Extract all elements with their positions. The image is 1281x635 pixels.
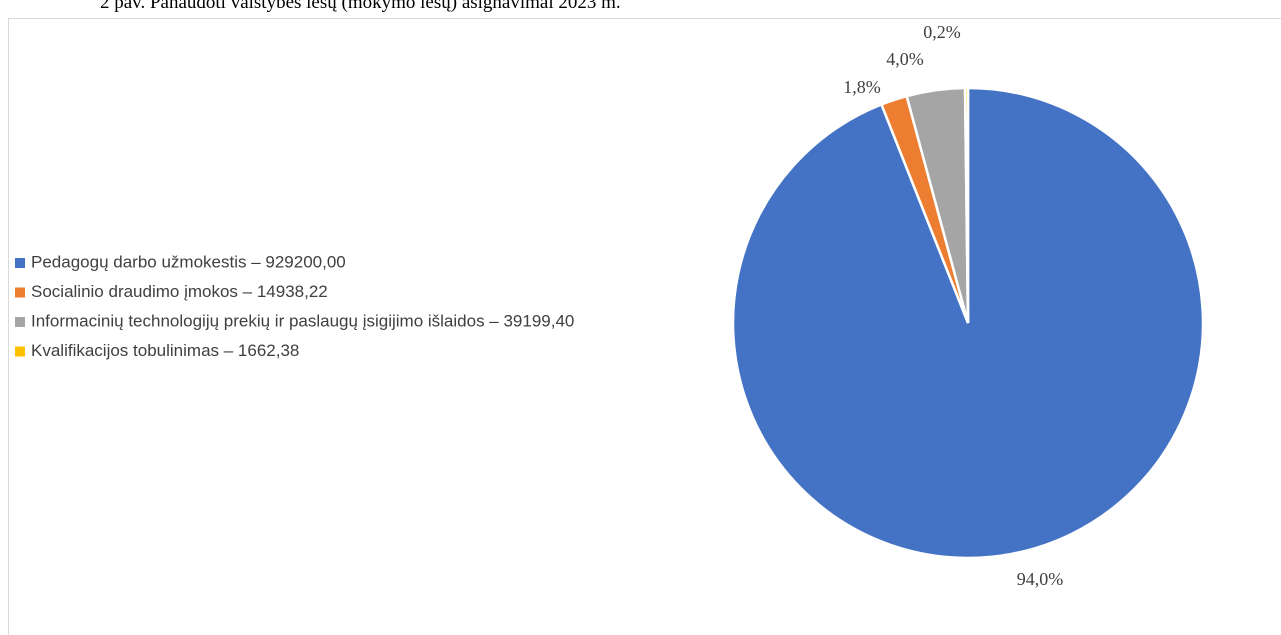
- legend-swatch: [15, 317, 25, 327]
- data-label: 0,2%: [923, 22, 961, 42]
- caption: 2 pav. Panaudoti valstybės lėšų (mokymo …: [100, 0, 621, 13]
- data-label: 4,0%: [886, 49, 924, 69]
- legend-swatch: [15, 346, 25, 357]
- pie-slice: [963, 86, 970, 324]
- legend-label: Socialinio draudimo įmokos – 14938,22: [31, 282, 328, 301]
- legend-swatch: [15, 287, 25, 298]
- legend-swatch: [15, 258, 25, 268]
- caption-background: [0, 0, 1281, 17]
- chart-frame: [8, 18, 1281, 635]
- data-label: 94,0%: [1017, 569, 1064, 589]
- data-label: 1,8%: [843, 77, 881, 97]
- legend-label: Pedagogų darbo užmokestis – 929200,00: [31, 252, 346, 271]
- legend-label: Kvalifikacijos tobulinimas – 1662,38: [31, 341, 299, 360]
- legend-label: Informacinių technologijų prekių ir pasl…: [31, 311, 574, 330]
